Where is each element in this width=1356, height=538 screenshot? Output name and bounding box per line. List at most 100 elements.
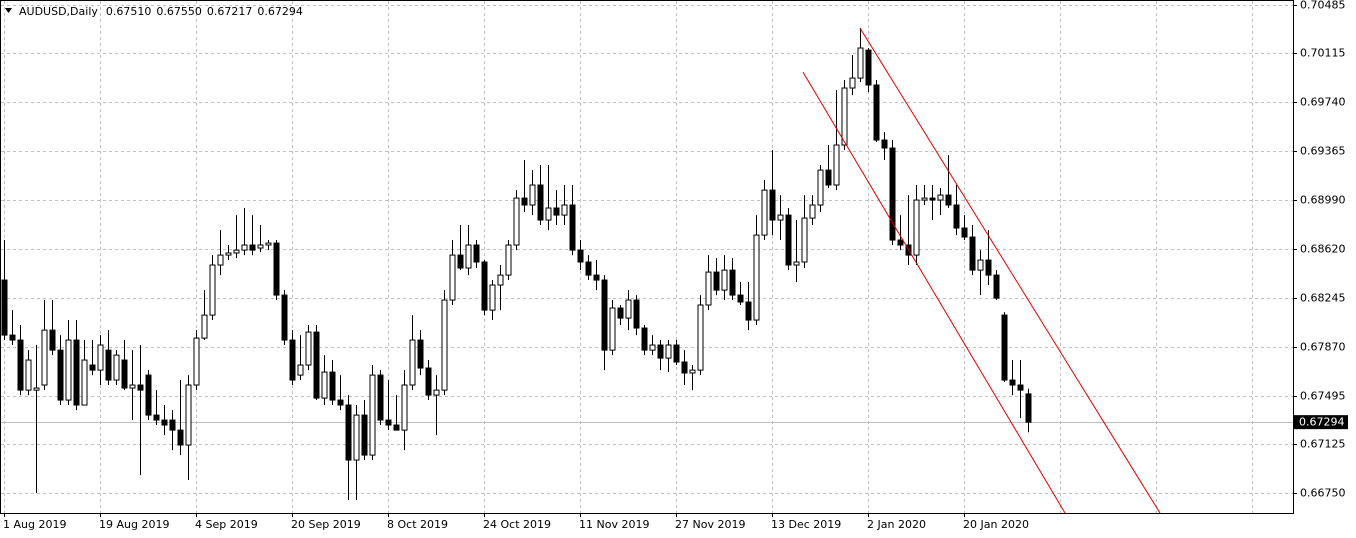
candle-body (105, 349, 112, 381)
candle-body (697, 304, 704, 371)
candle-body (569, 204, 576, 251)
y-tick-label: 0.66750 (1300, 487, 1346, 500)
close-label: 0.67294 (257, 5, 303, 18)
candle-body (769, 189, 776, 221)
candle-body (929, 197, 936, 201)
grid (1, 1, 1293, 513)
candle-body (65, 339, 72, 401)
open-label: 0.67510 (106, 5, 152, 18)
candle-body (793, 261, 800, 266)
candle-body (457, 254, 464, 269)
candle-body (33, 387, 40, 391)
candle-body (561, 204, 568, 216)
y-tick-label: 0.70485 (1300, 0, 1346, 12)
candle-body (193, 337, 200, 386)
candle-body (417, 339, 424, 369)
candle-body (169, 419, 176, 431)
candle-body (225, 252, 232, 256)
candle-body (281, 294, 288, 341)
y-tick-label: 0.68245 (1300, 292, 1346, 305)
candle-body (153, 414, 160, 421)
y-tick-label: 0.69365 (1300, 145, 1346, 158)
candle-body (985, 259, 992, 276)
candle-body (641, 327, 648, 351)
plot-area (1, 27, 1293, 513)
symbol: AUDUSD,Daily (19, 5, 98, 18)
candle-body (241, 244, 248, 251)
candle-body (201, 314, 208, 339)
candle-body (433, 389, 440, 396)
candle-body (865, 49, 872, 86)
candle-body (577, 249, 584, 263)
candle-body (625, 299, 632, 319)
candle-body (1001, 314, 1008, 381)
candle-body (785, 214, 792, 266)
candle-body (57, 349, 64, 401)
candle-body (529, 184, 536, 206)
x-tick-label: 2 Jan 2020 (867, 518, 926, 531)
trendline (859, 27, 1161, 513)
candle-body (345, 404, 352, 461)
candle-body (489, 284, 496, 311)
y-tick-label: 0.69740 (1300, 96, 1346, 109)
x-tick-label: 8 Oct 2019 (387, 518, 448, 531)
candle-body (265, 242, 272, 246)
x-tick-label: 11 Nov 2019 (579, 518, 649, 531)
candle-body (753, 234, 760, 321)
candle-body (409, 339, 416, 386)
candle-body (601, 279, 608, 351)
candle-body (1009, 379, 1016, 386)
candle-body (921, 197, 928, 201)
candle-body (817, 169, 824, 206)
chart-header: AUDUSD,Daily 0.67510 0.67550 0.67217 0.67294 (19, 5, 303, 18)
candle-body (121, 359, 128, 389)
plot-frame (0, 0, 1294, 514)
x-tick-label: 20 Jan 2020 (963, 518, 1029, 531)
candle-body (945, 194, 952, 206)
candle-body (441, 299, 448, 391)
candle-body (369, 374, 376, 456)
menu-triangle[interactable] (5, 8, 12, 13)
candle-body (897, 239, 904, 246)
x-tick-label: 4 Sep 2019 (195, 518, 258, 531)
candle-body (97, 344, 104, 371)
candle-body (953, 204, 960, 229)
candle-body (73, 339, 80, 406)
candle-body (913, 199, 920, 256)
candle-body (25, 359, 32, 391)
candle-body (89, 364, 96, 371)
candle-body (161, 419, 168, 426)
candle-body (1025, 393, 1032, 423)
y-tick-label: 0.68620 (1300, 243, 1346, 256)
candle-body (401, 384, 408, 431)
candle-body (49, 329, 56, 351)
candle-body (609, 307, 616, 351)
candle-body (937, 194, 944, 201)
candle-body (857, 47, 864, 79)
y-tick-label: 0.67125 (1300, 438, 1346, 451)
candle-body (505, 244, 512, 276)
y-tick-label: 0.67495 (1300, 390, 1346, 403)
candle-body (721, 269, 728, 291)
candle-body (849, 77, 856, 89)
candle-body (513, 197, 520, 246)
candle-body (809, 204, 816, 219)
trendline (802, 71, 1066, 513)
candle-body (993, 274, 1000, 299)
last-price-tag (1294, 415, 1348, 430)
x-tick-label: 13 Dec 2019 (771, 518, 841, 531)
candle-body (881, 139, 888, 149)
high-label: 0.67550 (156, 5, 202, 18)
candle-body (217, 254, 224, 266)
x-tick-label: 20 Sep 2019 (291, 518, 361, 531)
candle-body (385, 419, 392, 426)
candle-body (745, 301, 752, 321)
candle-body (9, 334, 16, 341)
low-label: 0.67217 (207, 5, 253, 18)
candle-body (777, 214, 784, 221)
candle-body (257, 244, 264, 249)
candle-body (545, 207, 552, 221)
x-tick-label: 19 Aug 2019 (99, 518, 169, 531)
candle-body (449, 254, 456, 301)
